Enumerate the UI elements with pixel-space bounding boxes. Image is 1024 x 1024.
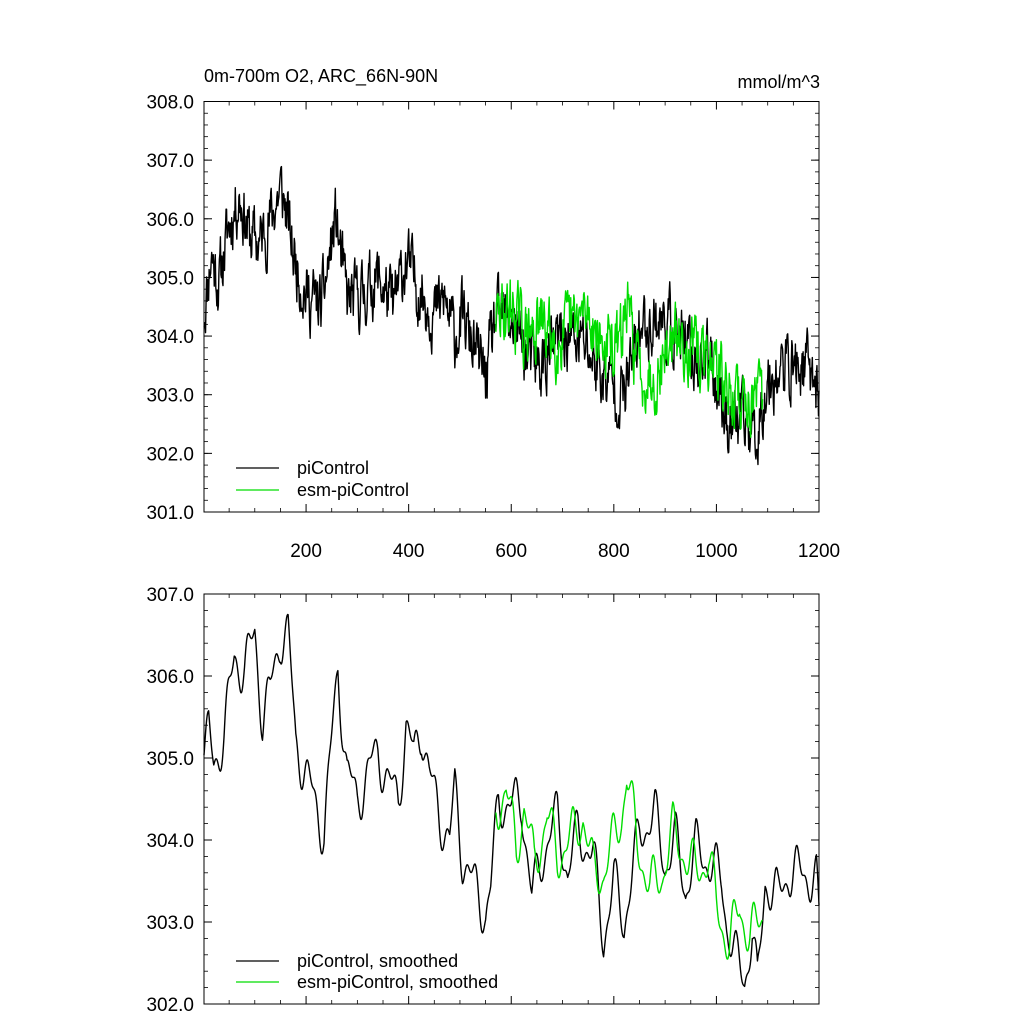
bottom-y-tick-label: 304.0 — [146, 831, 194, 852]
bottom-y-tick-label: 302.0 — [146, 995, 194, 1016]
top-chart-title: 0m-700m O2, ARC_66N-90N — [204, 66, 438, 87]
bottom-series-line-picontrol-smoothed — [203, 613, 820, 988]
top-axis-ticks: 301.0 302.0 303.0 304.0 305.0 306.0 307.0 308.0… — [146, 93, 840, 563]
top-x-tick-label: 400 — [393, 541, 425, 562]
top-series-line-esm-picontrol — [495, 279, 764, 439]
bottom-panel: 302.0 303.0 304.0 305.0 306.0 307.0 piControl… — [146, 585, 820, 1016]
top-chart-units: mmol/m^3 — [738, 72, 820, 92]
top-y-tick-label: 307.0 — [146, 151, 194, 172]
top-y-tick-label: 301.0 — [146, 503, 194, 524]
top-y-tick-label: 304.0 — [146, 327, 194, 348]
top-legend: piControl esm-piControl — [236, 458, 409, 500]
top-y-tick-label: 306.0 — [146, 210, 194, 231]
top-y-tick-label: 305.0 — [146, 268, 194, 289]
top-y-tick-label: 303.0 — [146, 386, 194, 407]
bottom-legend-label-esm-picontrol-smoothed: esm-piControl, smoothed — [297, 972, 498, 992]
top-plot-frame — [203, 101, 820, 513]
bottom-legend-label-picontrol-smoothed: piControl, smoothed — [297, 951, 458, 971]
top-x-tick-label: 1200 — [798, 541, 840, 562]
bottom-series-line-esm-picontrol-smoothed — [495, 780, 764, 960]
bottom-y-tick-label: 306.0 — [146, 667, 194, 688]
bottom-y-tick-label: 305.0 — [146, 749, 194, 770]
bottom-axis-ticks: 302.0 303.0 304.0 305.0 306.0 307.0 — [146, 585, 820, 1016]
top-y-tick-label: 308.0 — [146, 93, 194, 114]
top-x-tick-label: 600 — [495, 541, 527, 562]
top-panel: 0m-700m O2, ARC_66N-90N mmol/m^3 301.030… — [146, 66, 840, 562]
top-legend-label-esm-picontrol: esm-piControl — [297, 480, 409, 500]
top-x-tick-label: 1000 — [695, 541, 737, 562]
bottom-y-tick-label: 303.0 — [146, 913, 194, 934]
top-x-tick-label: 200 — [290, 541, 322, 562]
bottom-series-group — [203, 613, 820, 988]
bottom-y-tick-label: 307.0 — [146, 585, 194, 606]
bottom-legend: piControl, smoothed esm-piControl, smoot… — [236, 951, 498, 992]
top-x-tick-label: 800 — [598, 541, 630, 562]
top-legend-label-picontrol: piControl — [297, 458, 369, 478]
top-series-group — [203, 165, 820, 466]
top-y-tick-label: 302.0 — [146, 444, 194, 465]
